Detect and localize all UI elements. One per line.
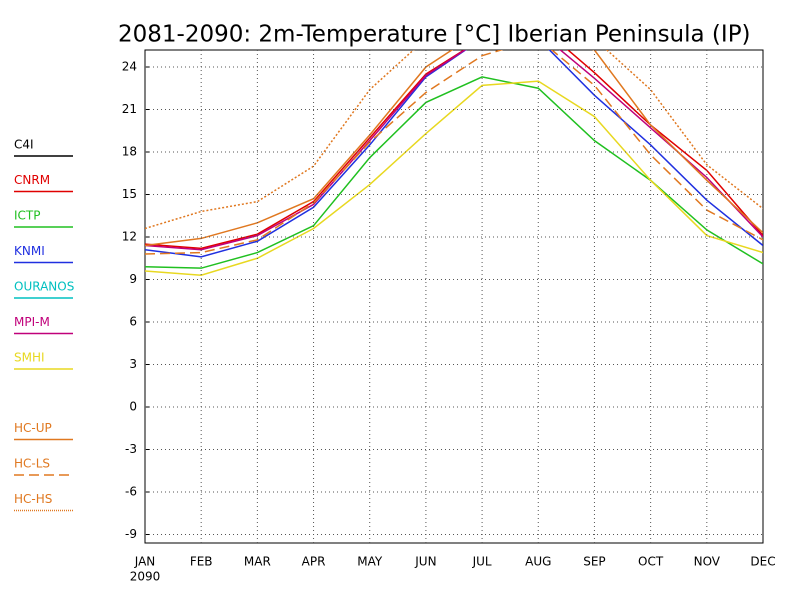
legend-label: C4I: [14, 138, 34, 152]
y-tick-label: 9: [129, 272, 137, 286]
legend-label: ICTP: [14, 209, 40, 223]
y-tick-label: 15: [122, 187, 137, 201]
x-tick-label: SEP: [583, 555, 605, 569]
y-tick-label: 0: [129, 400, 137, 414]
legend-label: KNMI: [14, 244, 45, 258]
x-tick-label: AUG: [525, 555, 551, 569]
x-tick-label: APR: [302, 555, 326, 569]
x-tick-label: DEC: [750, 555, 775, 569]
y-tick-label: 3: [129, 357, 137, 371]
legend-label: OURANOS: [14, 280, 74, 294]
x-tick-label: OCT: [638, 555, 664, 569]
x-tick-label: JUL: [472, 555, 492, 569]
x-tick-label: JAN: [134, 555, 156, 569]
x-tick-label: JUN: [414, 555, 436, 569]
series-line: [145, 50, 763, 255]
x-year-label: 2090: [130, 570, 161, 584]
y-tick-label: 18: [122, 145, 137, 159]
y-tick-label: 6: [129, 315, 137, 329]
series-line: [145, 50, 763, 258]
x-tick-label: NOV: [694, 555, 721, 569]
legend-label: CNRM: [14, 173, 50, 187]
legend-label: MPI-M: [14, 315, 50, 329]
x-tick-label: FEB: [190, 555, 213, 569]
legend-label: HC-HS: [14, 492, 52, 506]
y-tick-label: 12: [122, 230, 137, 244]
legend-label: SMHI: [14, 351, 45, 365]
chart-title: 2081-2090: 2m-Temperature [°C] Iberian P…: [118, 22, 751, 48]
y-tick-label: 24: [122, 60, 137, 74]
legend-label: HC-LS: [14, 457, 50, 471]
plot-frame: [144, 49, 764, 544]
y-tick-label: 21: [122, 102, 137, 116]
series-line: [145, 50, 763, 247]
x-tick-label: MAR: [244, 555, 271, 569]
y-tick-label: -9: [125, 527, 137, 541]
legend-label: HC-UP: [14, 421, 52, 435]
y-tick-label: -3: [125, 442, 137, 456]
series-line: [145, 50, 763, 251]
y-tick-label: -6: [125, 485, 137, 499]
x-tick-label: MAY: [357, 555, 383, 569]
